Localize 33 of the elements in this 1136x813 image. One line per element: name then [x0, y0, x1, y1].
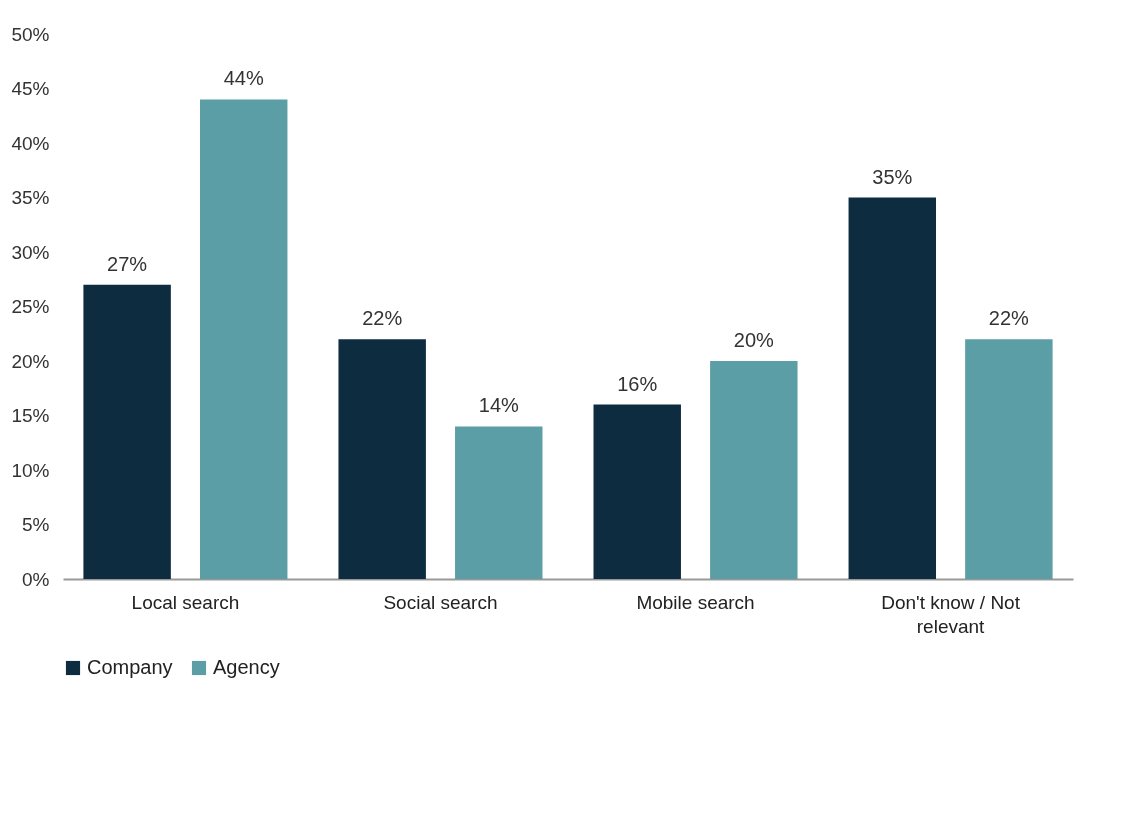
- y-tick-label: 20%: [11, 350, 50, 372]
- y-tick-label: 15%: [11, 405, 50, 426]
- data-label: 14%: [478, 394, 519, 417]
- bar: [965, 339, 1053, 579]
- data-label: 22%: [988, 307, 1030, 330]
- y-tick-label: 45%: [11, 78, 50, 99]
- x-tick-label: Don't know / Not relevant: [881, 591, 1021, 637]
- x-tick-label: Social search: [383, 591, 498, 613]
- y-tick-label: 25%: [11, 296, 50, 317]
- x-tick-label: Mobile search: [636, 591, 755, 613]
- data-label: 16%: [617, 372, 658, 395]
- y-tick-label: 10%: [11, 459, 50, 481]
- data-label: 44%: [223, 67, 264, 90]
- data-label: 35%: [872, 165, 913, 188]
- bar: [848, 197, 936, 579]
- legend-label: Company: [87, 656, 173, 678]
- bar: [200, 99, 288, 579]
- y-tick-label: 0%: [22, 568, 50, 590]
- y-tick-label: 30%: [11, 241, 50, 263]
- data-label: 20%: [733, 329, 775, 351]
- legend-label: Agency: [213, 656, 280, 678]
- bar: [593, 404, 681, 579]
- x-tick-label: Local search: [131, 591, 240, 613]
- data-label: 27%: [107, 252, 148, 275]
- data-label: 22%: [362, 307, 403, 330]
- y-tick-label: 35%: [11, 187, 50, 208]
- bar: [83, 284, 171, 579]
- bar: [455, 426, 543, 579]
- y-tick-label: 50%: [11, 23, 50, 45]
- y-tick-label: 40%: [11, 132, 50, 154]
- bar: [710, 361, 798, 579]
- bar: [338, 339, 426, 579]
- y-tick-label: 5%: [22, 514, 50, 535]
